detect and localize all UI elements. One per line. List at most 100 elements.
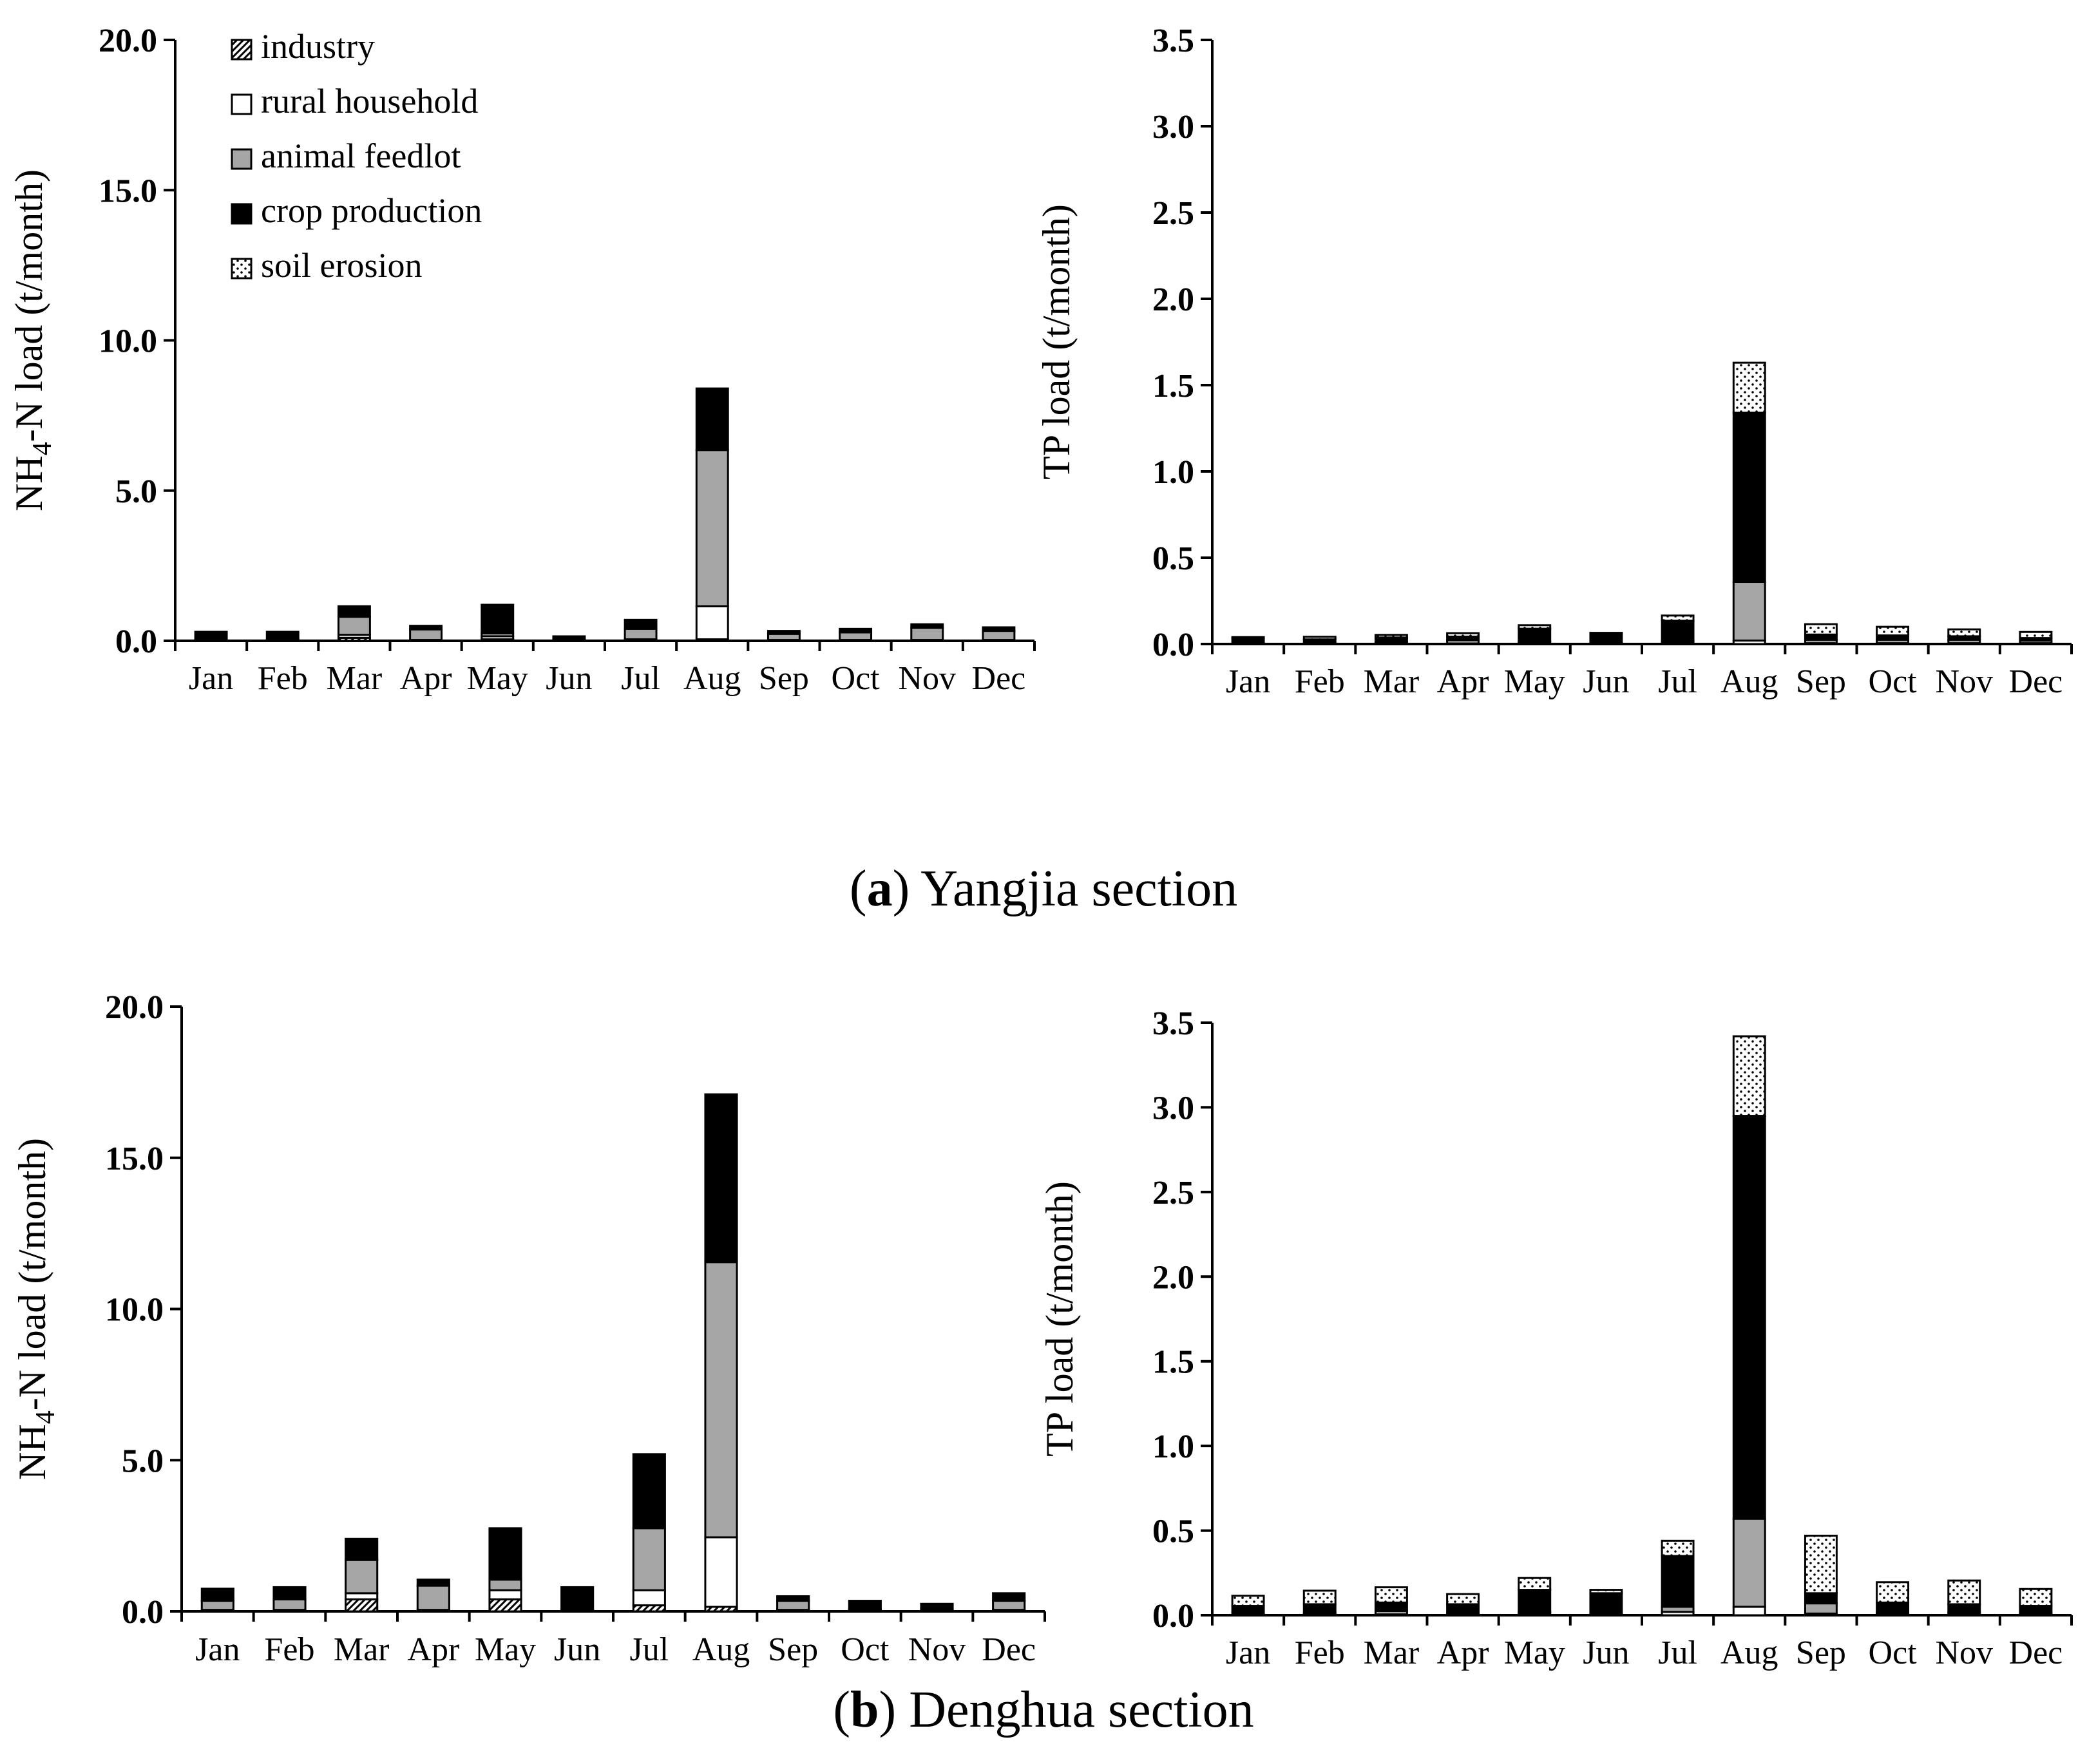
bar-dec-crop-production	[992, 1592, 1026, 1602]
x-tick-label: Jan	[1226, 663, 1270, 700]
bar-apr-soil-erosion	[1446, 1593, 1480, 1606]
x-tick-label: Oct	[832, 660, 881, 697]
y-axis-title-main: TP load (t/month)	[1038, 1181, 1081, 1457]
x-tick-label: Jul	[1658, 663, 1697, 700]
bar-sep-soil-erosion	[1804, 623, 1838, 636]
x-tick-label: Dec	[2009, 1635, 2063, 1671]
x-tick-label: Jan	[195, 1631, 240, 1668]
y-tick-label: 2.0	[1152, 1259, 1194, 1296]
bar-jun-crop-production	[560, 1586, 595, 1611]
y-tick-label: 1.5	[1152, 368, 1194, 404]
x-tick-label: Nov	[898, 660, 956, 697]
legend-swatch-animal	[231, 148, 253, 170]
bar-may-crop-production	[488, 1527, 522, 1581]
y-axis-title-main: NH	[8, 455, 50, 511]
bar-oct-soil-erosion	[1876, 625, 1910, 637]
bar-apr-crop-production	[416, 1579, 450, 1587]
y-tick-label: 1.0	[1152, 1428, 1194, 1465]
x-tick-label: Sep	[759, 660, 809, 697]
y-tick-label: 2.0	[1152, 281, 1194, 318]
bar-apr-crop-production	[1446, 1603, 1480, 1614]
bar-oct-crop-production	[848, 1600, 882, 1611]
y-tick-label: 0.0	[1152, 627, 1194, 663]
bar-feb-soil-erosion	[1302, 1589, 1337, 1606]
bar-may-soil-erosion	[1518, 624, 1552, 630]
y-axis-title: NH4-N load (t/month)	[8, 169, 57, 511]
y-tick-label: 20.0	[99, 23, 157, 59]
bar-aug-soil-erosion	[1732, 1035, 1766, 1117]
bar-jun-crop-production	[552, 635, 586, 641]
x-tick-label: Dec	[982, 1631, 1036, 1668]
x-tick-label: Jun	[1583, 663, 1629, 700]
caption-b-text: Denghua section	[896, 1682, 1254, 1738]
bar-dec-animal-feedlot	[992, 1600, 1026, 1611]
bar-apr-animal-feedlot	[416, 1584, 450, 1611]
bar-nov-soil-erosion	[1947, 1579, 1981, 1606]
x-tick-label: Sep	[1796, 663, 1846, 700]
bar-aug-crop-production	[704, 1093, 738, 1264]
x-tick-label: Nov	[1935, 663, 1993, 700]
chart-yangjia-tp: 0.0 0.5 1.0 1.5 2.0 2.5 3.0 3.5 Jan Feb Mar Apr May J…	[1035, 23, 2073, 700]
bar-jul-crop-production	[1661, 620, 1695, 643]
bar-jan-crop-production	[194, 631, 228, 641]
y-tick-label: 15.0	[99, 173, 157, 209]
y-axis-title: TP load (t/month)	[1035, 204, 1078, 480]
bar-jul-crop-production	[632, 1453, 666, 1530]
bar-jun-crop-production	[1589, 632, 1623, 645]
legend-swatch-crop	[231, 203, 253, 225]
bar-may-crop-production	[1518, 627, 1552, 643]
bar-nov-animal-feedlot	[910, 627, 944, 641]
legend-swatch-rural	[231, 93, 253, 115]
bar-aug-rural-household	[695, 605, 729, 641]
x-tick-label: Jan	[189, 660, 233, 697]
bar-dec-crop-production	[2019, 1605, 2053, 1614]
x-tick-label: Mar	[1364, 1635, 1420, 1671]
x-tick-label: Oct	[1869, 663, 1918, 700]
bar-mar-soil-erosion	[1374, 1586, 1408, 1604]
y-tick-label: 10.0	[99, 323, 157, 360]
bar-feb-animal-feedlot	[272, 1598, 307, 1611]
y-axis-title: TP load (t/month)	[1038, 1181, 1081, 1457]
y-axis-title-main: NH	[11, 1424, 53, 1480]
bar-jul-animal-feedlot	[624, 627, 658, 641]
x-tick-label: Aug	[1720, 1635, 1778, 1671]
y-tick-label: 2.5	[1152, 1175, 1194, 1211]
bar-nov-crop-production	[1947, 1603, 1981, 1614]
y-axis-title: NH4-N load (t/month)	[11, 1138, 61, 1480]
bar-nov-crop-production	[920, 1602, 954, 1611]
bar-jul-animal-feedlot	[632, 1527, 666, 1591]
caption-a-letter: a	[866, 860, 893, 917]
x-tick-label: Jan	[1226, 1635, 1270, 1671]
bar-aug-rural-household	[704, 1536, 738, 1608]
bar-dec-animal-feedlot	[982, 630, 1016, 641]
y-tick-label: 1.0	[1152, 454, 1194, 491]
bar-may-soil-erosion	[1518, 1577, 1552, 1591]
bar-sep-animal-feedlot	[776, 1600, 810, 1611]
y-tick-label: 20.0	[105, 989, 164, 1026]
bar-jan-soil-erosion	[1231, 636, 1265, 640]
bar-oct-soil-erosion	[1876, 1581, 1910, 1604]
legend-label-animal: animal feedlot	[261, 137, 461, 175]
bar-oct-crop-production	[839, 627, 873, 634]
x-tick-label: Apr	[1437, 1635, 1489, 1671]
bar-feb-soil-erosion	[1302, 636, 1337, 641]
bar-jan-animal-feedlot	[200, 1600, 234, 1611]
bar-jul-rural-household	[632, 1589, 666, 1607]
bar-nov-crop-production	[910, 623, 944, 629]
y-tick-label: 1.5	[1152, 1344, 1194, 1381]
y-axis-title-sub: 4	[28, 442, 57, 455]
x-tick-label: Mar	[1364, 663, 1420, 700]
bar-may-crop-production	[1518, 1589, 1552, 1613]
bar-jun-crop-production	[1589, 1592, 1623, 1615]
x-tick-label: Feb	[265, 1631, 315, 1668]
bar-may-animal-feedlot	[488, 1579, 522, 1591]
bar-may-crop-production	[481, 603, 515, 634]
bar-dec-soil-erosion	[2019, 631, 2053, 640]
bar-aug-animal-feedlot	[1732, 581, 1766, 642]
bar-nov-soil-erosion	[1947, 628, 1981, 638]
bar-aug-crop-production	[1732, 1115, 1766, 1520]
bar-dec-crop-production	[982, 626, 1016, 632]
x-tick-label: Nov	[908, 1631, 966, 1668]
y-tick-label: 2.5	[1152, 195, 1194, 232]
